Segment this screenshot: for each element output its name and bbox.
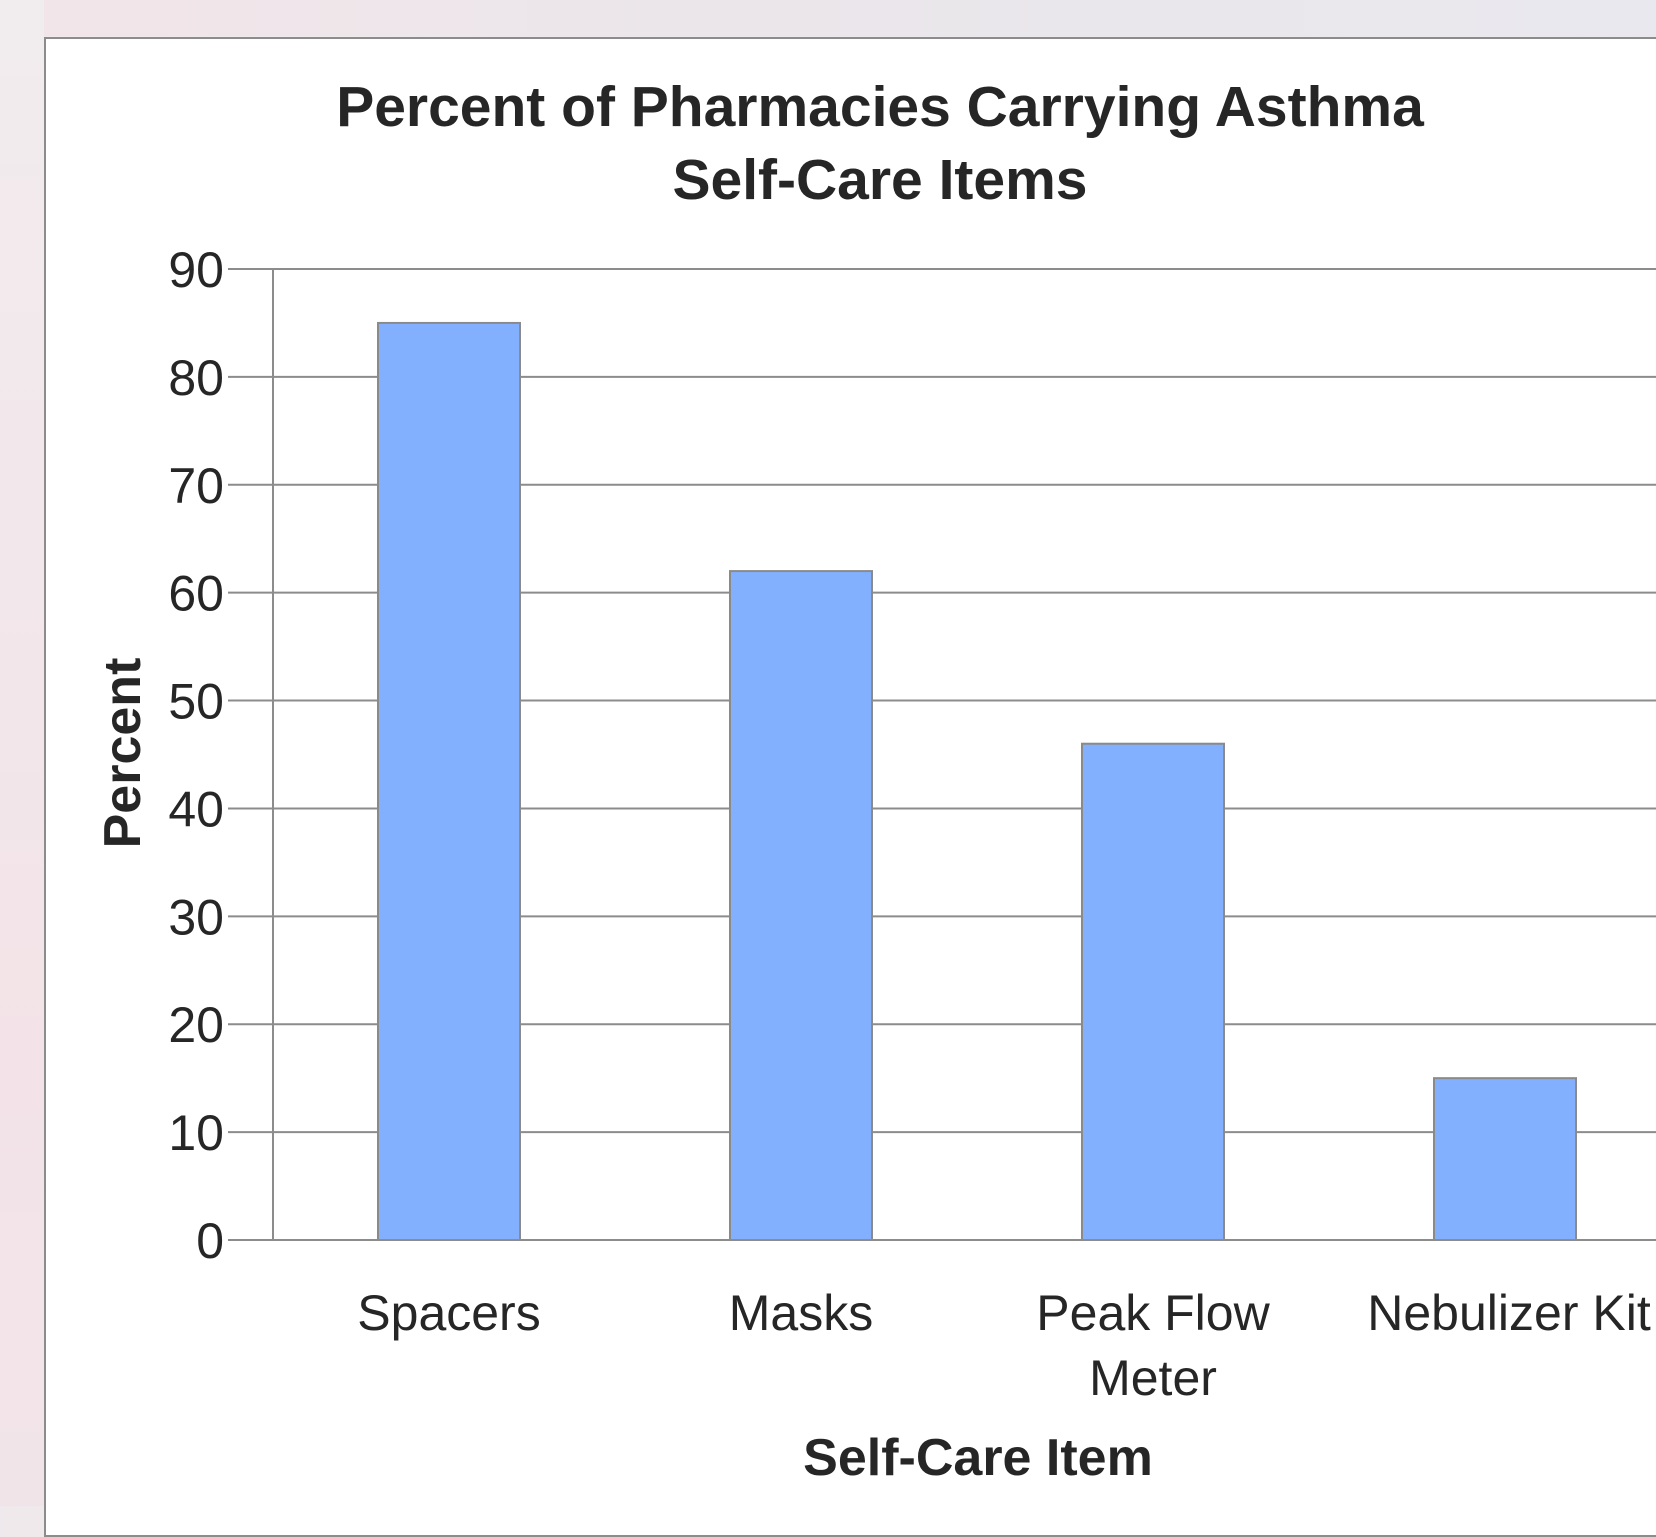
x-category-label-line: Nebulizer Kit (1367, 1285, 1651, 1341)
bar-chart: Percent of Pharmacies Carrying Asthma Se… (94, 75, 1656, 1487)
y-tick-label: 30 (168, 889, 224, 945)
x-category-label: Peak Flow Meter (1036, 1285, 1270, 1406)
y-tick-label: 20 (168, 997, 224, 1053)
background-top (0, 0, 1656, 36)
x-category-label-line: Masks (729, 1285, 873, 1341)
y-tick-label: 70 (168, 458, 224, 514)
y-axis-ticks: 0 10 20 30 40 50 60 70 80 90 (168, 242, 224, 1269)
x-category-label: Spacers (357, 1285, 540, 1341)
y-tick-label: 0 (196, 1213, 224, 1269)
y-tick-label: 50 (168, 674, 224, 730)
x-category-label-line: Peak Flow (1036, 1285, 1270, 1341)
x-axis-title: Self-Care Item (803, 1429, 1153, 1487)
chart-title: Percent of Pharmacies Carrying Asthma Se… (336, 75, 1425, 212)
chart-title-line-1: Percent of Pharmacies Carrying Asthma (336, 75, 1425, 139)
x-category-label: Masks (729, 1285, 873, 1341)
y-tick-label: 80 (168, 350, 224, 406)
axes (272, 269, 1656, 1241)
y-tick-label: 10 (168, 1105, 224, 1161)
x-axis-categories: Spacers Masks Peak Flow Meter Nebulizer Kit (357, 1285, 1651, 1406)
bar (377, 321, 521, 1241)
bar (1433, 1077, 1577, 1241)
bar (1081, 742, 1225, 1241)
x-category-label: Nebulizer Kit (1367, 1285, 1651, 1341)
background-left (0, 0, 44, 1506)
y-tick-label: 40 (168, 781, 224, 837)
chart-title-line-2: Self-Care Items (672, 148, 1087, 212)
bars (377, 321, 1577, 1241)
y-tick-label: 90 (168, 242, 224, 298)
x-category-label-line: Meter (1089, 1350, 1217, 1406)
y-tick-label: 60 (168, 566, 224, 622)
bar (729, 570, 873, 1241)
y-axis-title: Percent (94, 658, 152, 849)
x-category-label-line: Spacers (357, 1285, 540, 1341)
